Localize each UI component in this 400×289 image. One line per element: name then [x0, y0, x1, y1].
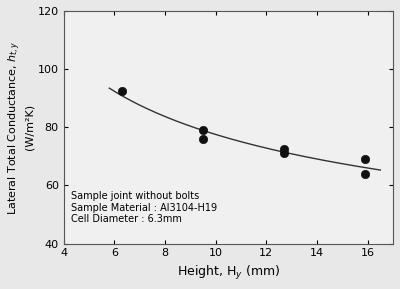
- Y-axis label: Lateral Total Conductance, $h_{t,y}$
(W/m²K): Lateral Total Conductance, $h_{t,y}$ (W/…: [7, 40, 35, 214]
- X-axis label: Height, H$_y$ (mm): Height, H$_y$ (mm): [177, 264, 280, 282]
- Point: [362, 157, 368, 162]
- Point: [119, 89, 125, 93]
- Point: [200, 137, 206, 141]
- Point: [200, 128, 206, 133]
- Point: [281, 151, 287, 156]
- Point: [362, 171, 368, 176]
- Point: [281, 147, 287, 151]
- Text: Sample joint without bolts
Sample Material : Al3104-H19
Cell Diameter : 6.3mm: Sample joint without bolts Sample Materi…: [71, 191, 218, 225]
